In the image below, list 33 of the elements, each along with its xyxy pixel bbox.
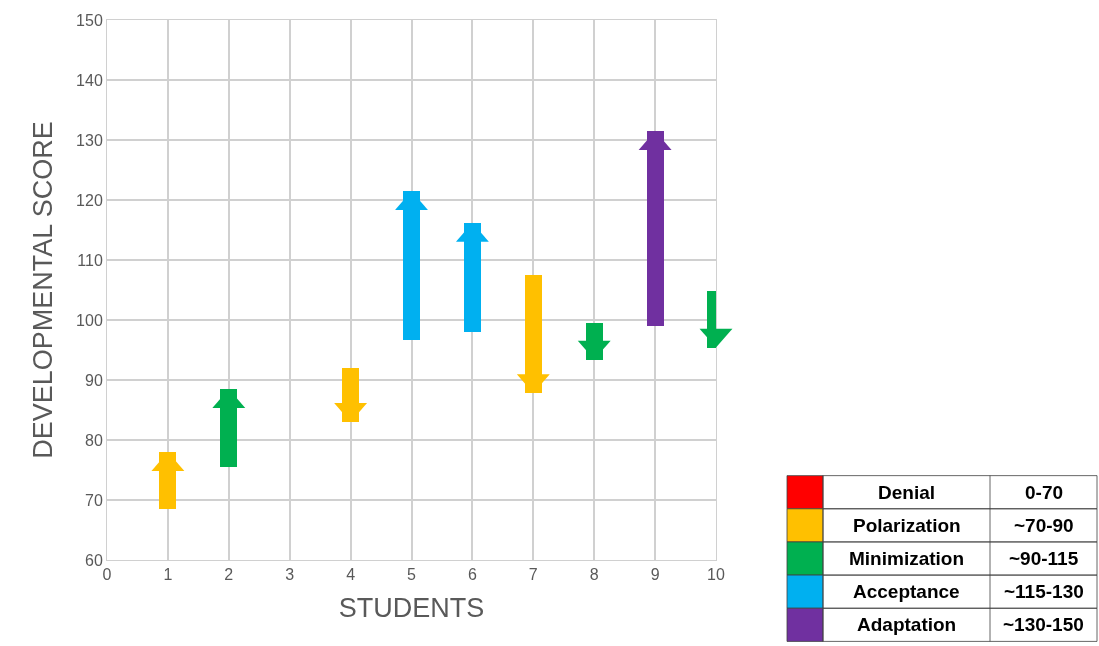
x-tick-label: 0 [102, 566, 112, 584]
y-tick-label: 130 [76, 131, 103, 149]
text: ~130-150 [1003, 614, 1084, 635]
x-tick-label: 8 [589, 566, 599, 584]
x-tick-label: 6 [467, 566, 477, 584]
text: Acceptance [853, 581, 960, 602]
x-tick-label: 4 [346, 566, 356, 584]
text: ~90-115 [1009, 548, 1079, 569]
x-axis-title: STUDENTS [338, 592, 485, 623]
text: ~115-130 [1004, 581, 1084, 602]
y-tick-label: 150 [76, 11, 103, 29]
text: Denial [878, 482, 936, 503]
y-tick-label: 140 [76, 71, 103, 89]
y-tick-label: 60 [85, 551, 103, 569]
text: Minimization [849, 548, 965, 569]
text: ~70-90 [1014, 515, 1074, 536]
y-tick-label: 80 [85, 431, 103, 449]
y-tick-label: 100 [76, 311, 103, 329]
y-tick-label: 70 [85, 491, 103, 509]
x-tick-label: 2 [224, 566, 234, 584]
x-tick-label: 3 [285, 566, 295, 584]
text: 0-70 [1025, 482, 1064, 503]
y-tick-label: 120 [76, 191, 103, 209]
x-tick-label: 7 [528, 566, 538, 584]
text: Adaptation [857, 614, 957, 635]
x-tick-label: 1 [163, 566, 173, 584]
text: Polarization [853, 515, 961, 536]
x-tick-label: 9 [650, 566, 660, 584]
y-axis-title: DEVELOPMENTAL SCORE [28, 121, 59, 459]
y-tick-label: 90 [85, 371, 103, 389]
x-tick-label: 10 [707, 566, 725, 584]
x-tick-label: 5 [407, 566, 417, 584]
y-tick-label: 110 [77, 251, 103, 269]
